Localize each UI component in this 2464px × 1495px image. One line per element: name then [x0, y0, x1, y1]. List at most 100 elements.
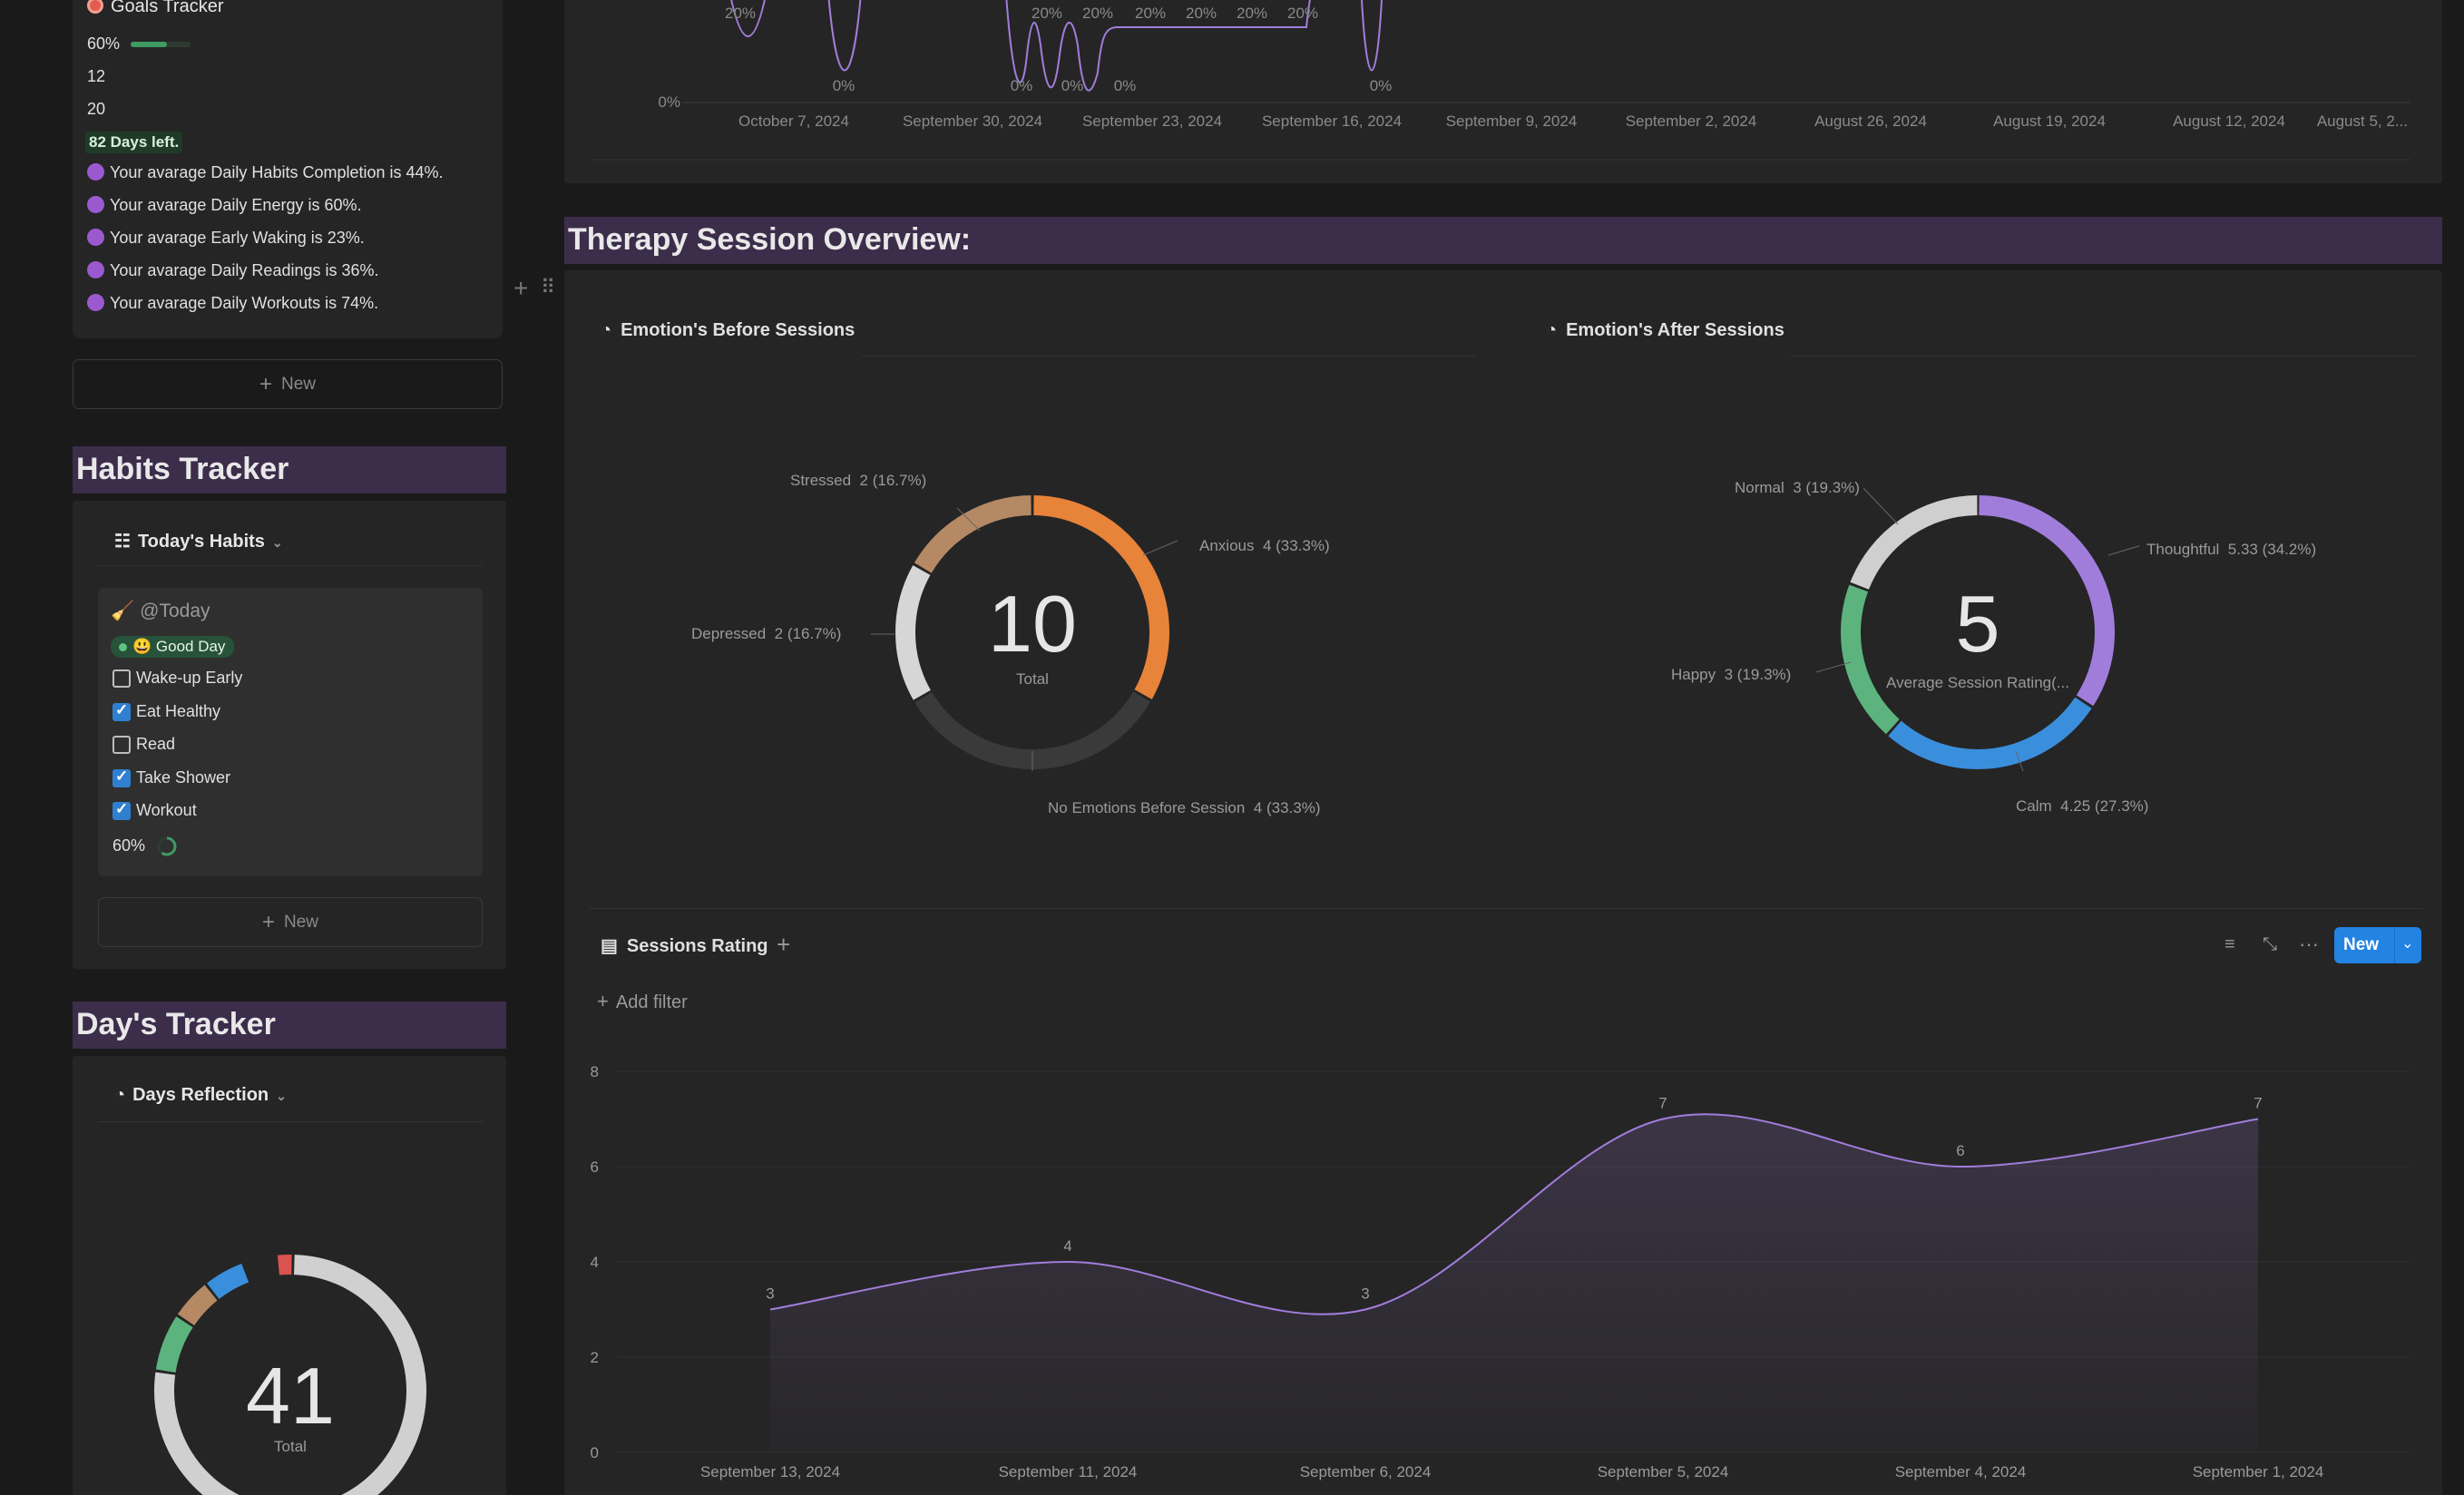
y-tick-label: 8 [591, 1063, 599, 1080]
goals-value-2: 20 [87, 100, 106, 118]
y-tick-label: 2 [591, 1349, 599, 1366]
goals-progress-label: 60% [87, 34, 121, 53]
donut-slice[interactable] [1033, 495, 1169, 699]
purple-circle-icon [87, 196, 104, 213]
top-line-chart: 0% October 7, 2024 September 30, 2024 Septe… [592, 0, 2410, 161]
data-point[interactable] [1958, 1164, 1963, 1169]
purple-circle-icon [87, 294, 104, 311]
days-total-label: Total [274, 1438, 307, 1455]
data-label: 20% [1287, 5, 1318, 22]
data-label: 7 [2254, 1095, 2262, 1112]
stat-line: Your avarage Daily Habits Completion is … [87, 163, 444, 196]
leader-line [956, 507, 981, 532]
data-point[interactable] [1660, 1117, 1666, 1122]
filter-icon[interactable]: ≡ [2224, 934, 2235, 954]
x-tick-label: September 2, 2024 [1626, 112, 1757, 130]
leader-line [1142, 540, 1178, 556]
data-label: 20% [1135, 5, 1166, 22]
x-tick-label: August 26, 2024 [1814, 112, 1927, 130]
x-tick-label: September 9, 2024 [1446, 112, 1578, 130]
more-icon[interactable]: ··· [2299, 933, 2319, 955]
leader-line [1863, 487, 1899, 525]
donut-slice[interactable] [895, 565, 931, 700]
plus-icon: + [259, 371, 272, 396]
new-button[interactable]: New ⌄ [2334, 927, 2421, 963]
data-label: 20% [725, 5, 756, 22]
x-tick-label: September 13, 2024 [700, 1463, 840, 1480]
plus-icon: + [261, 909, 275, 934]
data-point[interactable] [1363, 1307, 1368, 1313]
x-tick-label: August 19, 2024 [1993, 112, 2106, 130]
add-view-button[interactable]: + [777, 931, 791, 958]
checkbox[interactable]: ✓ [112, 800, 131, 820]
habits-view-tab[interactable]: ☷ Today's Habits ⌄ [114, 532, 283, 552]
purple-circle-icon [87, 163, 104, 181]
divider [590, 908, 2422, 909]
data-point[interactable] [1065, 1259, 1071, 1265]
habits-new-button[interactable]: + New [98, 897, 483, 947]
days-donut-chart [154, 1255, 426, 1495]
check-icon: ✓ [115, 800, 129, 817]
series-line [730, 0, 1383, 92]
checkbox[interactable]: ✓ [112, 701, 131, 721]
chevron-down-icon[interactable]: ⌄ [2401, 936, 2414, 952]
donut-slice[interactable] [155, 1316, 193, 1373]
donut-slice[interactable] [154, 1255, 426, 1495]
dot-icon [119, 643, 127, 651]
after-label-happy: Happy 3 (19.3%) [1671, 666, 1792, 683]
after-chart-title[interactable]: ◔ Emotion's After Sessions [1546, 320, 1784, 340]
goals-stats-list: Your avarage Daily Habits Completion is … [87, 163, 444, 327]
goals-card [73, 0, 503, 338]
habit-label: Read [136, 735, 176, 753]
donut-slice[interactable] [1841, 584, 1900, 735]
x-tick-label: September 16, 2024 [1262, 112, 1402, 130]
data-label: 20% [1237, 5, 1267, 22]
stat-line: Your avarage Daily Readings is 36%. [87, 261, 444, 294]
after-center-value: 5 [1955, 579, 2000, 669]
new-button-label: New [2343, 935, 2380, 954]
habits-progress-ring [157, 836, 177, 856]
donut-slice[interactable] [1888, 697, 2092, 769]
drag-handle-icon[interactable]: ⠿ [541, 276, 556, 298]
before-chart-title[interactable]: ◔ Emotion's Before Sessions [601, 320, 856, 340]
y-tick-label: 0 [591, 1444, 599, 1461]
data-point[interactable] [2255, 1117, 2261, 1122]
series-line [769, 1113, 2259, 1315]
after-label-normal: Normal 3 (19.3%) [1735, 479, 1860, 496]
x-tick-label: September 5, 2024 [1598, 1463, 1729, 1480]
checkbox[interactable] [112, 736, 131, 754]
donut-slice[interactable] [914, 691, 1151, 769]
donut-slice[interactable] [1850, 495, 1978, 590]
goals-new-button[interactable]: + New [73, 359, 503, 409]
goals-title[interactable]: Goals Tracker [87, 0, 223, 17]
top-chart-panel [564, 0, 2442, 183]
chevron-down-icon: ⌄ [276, 1089, 287, 1103]
stat-line: Your avarage Daily Workouts is 74%. [87, 294, 444, 327]
donut-slice[interactable] [1979, 495, 2115, 707]
habit-card[interactable] [98, 588, 483, 876]
data-point[interactable] [768, 1307, 773, 1313]
data-label: 0% [1011, 77, 1033, 94]
checkbox[interactable]: ✓ [112, 767, 131, 787]
sessions-view-tab[interactable]: ▤ Sessions Rating [601, 936, 768, 956]
stat-line: Your avarage Early Waking is 23%. [87, 229, 444, 261]
donut-slice[interactable] [177, 1285, 218, 1326]
checkbox[interactable] [112, 669, 131, 688]
days-view-tab[interactable]: ◔ Days Reflection ⌄ [114, 1085, 287, 1105]
donut-slice[interactable] [207, 1263, 249, 1300]
chart-icon: ▤ [601, 936, 618, 956]
habits-progress-label: 60% [112, 836, 146, 855]
checklist-icon: ☷ [114, 532, 131, 552]
donut-slice[interactable] [914, 495, 1032, 573]
add-filter-button[interactable]: + Add filter [597, 990, 688, 1012]
x-tick-label: September 11, 2024 [999, 1463, 1138, 1480]
days-panel [73, 1056, 506, 1495]
chevron-down-icon: ⌄ [271, 535, 283, 550]
goals-progress-bar [131, 42, 191, 47]
after-label-calm: Calm 4.25 (27.3%) [2016, 797, 2149, 815]
expand-icon[interactable]: ⤡ [2263, 934, 2277, 954]
y-tick-label: 4 [591, 1254, 599, 1271]
x-tick-label: August 5, 2... [2317, 112, 2408, 130]
add-block-icon[interactable]: + [513, 274, 529, 302]
days-total-value: 41 [246, 1351, 335, 1441]
